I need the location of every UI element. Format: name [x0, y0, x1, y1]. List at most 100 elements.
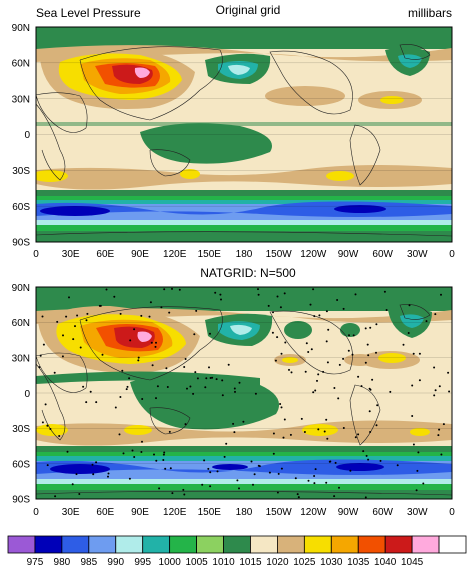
sample-point	[342, 307, 345, 310]
panel1-lat-label: 0	[24, 130, 30, 141]
sample-point	[78, 493, 81, 495]
sample-point	[422, 482, 425, 485]
colorbar-label: 1015	[239, 557, 262, 568]
sample-point	[367, 458, 370, 461]
sample-point	[375, 424, 378, 427]
panel1-title-center: Original grid	[216, 3, 281, 17]
sample-point	[129, 339, 132, 342]
sample-point	[383, 290, 386, 293]
sample-point	[323, 430, 326, 433]
sample-point	[294, 477, 297, 480]
sample-point	[133, 328, 136, 331]
sample-point	[351, 353, 354, 356]
sample-point	[163, 288, 166, 291]
sample-point	[434, 313, 437, 316]
sample-point	[68, 296, 70, 299]
sample-point	[209, 377, 212, 379]
sample-point	[66, 450, 69, 453]
sample-point	[440, 453, 443, 456]
panel2-lat-label: 30N	[12, 354, 30, 365]
sample-point	[193, 333, 196, 336]
sample-point	[354, 436, 357, 439]
sample-point	[357, 375, 360, 378]
sample-point	[236, 479, 239, 482]
sample-point	[160, 306, 163, 309]
panel1-lon-label: 120E	[163, 249, 187, 260]
sample-point	[196, 377, 199, 380]
sample-point	[141, 398, 144, 400]
sample-point	[49, 428, 52, 430]
sample-point	[209, 485, 212, 488]
panel1-lat-label: 90S	[12, 238, 30, 249]
colorbar-box	[277, 535, 305, 554]
sample-point	[101, 353, 104, 356]
sample-point	[74, 325, 76, 328]
panel2-lon-axis: 0 30E 60E 90E 120E 150E 180 150W 120W 90…	[33, 507, 455, 518]
sample-point	[149, 301, 152, 304]
colorbar-label: 975	[27, 557, 44, 568]
colorbar-boxes	[7, 535, 467, 554]
colorbar-label: 1020	[266, 557, 289, 568]
sample-point	[250, 460, 253, 463]
sample-point	[220, 298, 222, 301]
sample-point	[58, 435, 61, 437]
sample-point	[362, 450, 365, 453]
sample-point	[271, 331, 274, 334]
sample-point	[338, 486, 340, 489]
sample-point	[326, 361, 329, 364]
sample-point	[258, 465, 261, 468]
sample-point	[317, 373, 320, 376]
sample-point	[86, 312, 89, 315]
sample-point	[257, 288, 259, 291]
sample-point	[131, 449, 134, 452]
panel1-lat-label: 30S	[12, 166, 30, 177]
sample-point	[280, 467, 283, 470]
panel2-sample-points	[38, 287, 451, 499]
sample-point	[155, 341, 157, 344]
colorbar-box	[142, 535, 171, 554]
sample-point	[371, 378, 374, 381]
sample-point	[85, 319, 88, 322]
sample-point	[207, 467, 210, 470]
panel1-lon-label: 120W	[300, 249, 327, 260]
sample-point	[274, 359, 277, 362]
sample-point	[155, 397, 157, 400]
sample-point	[364, 327, 367, 330]
sample-point	[178, 288, 181, 291]
sample-point	[72, 338, 75, 341]
sample-point	[204, 386, 207, 389]
sample-point	[411, 384, 414, 387]
sample-point	[389, 390, 392, 393]
sample-point	[209, 332, 211, 335]
sample-point	[367, 354, 370, 357]
colorbar-box	[34, 535, 63, 554]
colorbar-label: 1040	[374, 557, 397, 568]
panel1-arctic-band	[36, 27, 452, 49]
sample-point	[150, 341, 153, 344]
sample-point	[412, 352, 415, 355]
sample-point	[168, 430, 171, 433]
sample-point	[151, 364, 154, 367]
sample-point	[137, 359, 140, 362]
sample-point	[288, 368, 290, 371]
sample-point	[280, 406, 283, 409]
sample-point	[277, 472, 280, 475]
sample-point	[85, 401, 88, 404]
sample-point	[163, 451, 166, 454]
sample-point	[79, 346, 82, 349]
sample-point	[329, 460, 332, 463]
sample-point	[153, 453, 155, 456]
sample-point	[82, 385, 85, 388]
sample-point	[325, 418, 328, 421]
sample-point	[118, 433, 121, 436]
sample-point	[365, 454, 368, 457]
sample-point	[162, 453, 165, 456]
panel1-lon-axis: 0 30E 60E 90E 120E 150E 180 150W 120W 90…	[33, 249, 455, 260]
sample-point	[107, 472, 110, 475]
sample-point	[166, 386, 169, 388]
sample-point	[171, 287, 173, 290]
panel1-lon-label: 180	[236, 249, 253, 260]
sample-point	[254, 392, 257, 395]
sample-point	[402, 343, 405, 346]
sample-point	[322, 370, 325, 373]
